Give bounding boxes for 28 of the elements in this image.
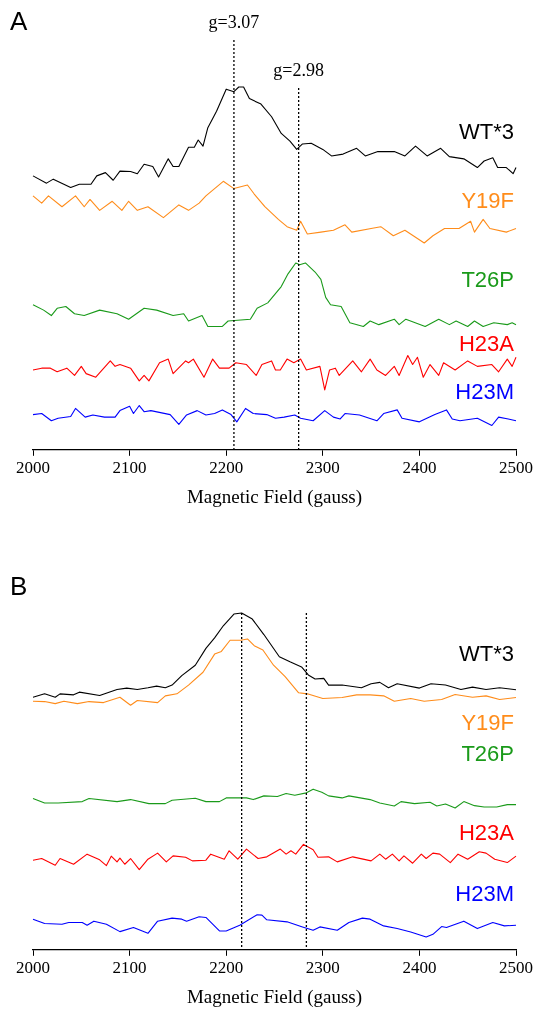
series-label: Y19F: [461, 709, 514, 735]
x-tick-label: 2100: [112, 958, 147, 978]
series-label: WT*3: [459, 640, 514, 666]
series-label: H23A: [458, 331, 515, 357]
series-label: Y19F: [461, 188, 514, 214]
x-tick-label: 2000: [16, 458, 50, 478]
series-label: WT*3: [459, 118, 514, 144]
x-tick-label: 2400: [402, 958, 437, 978]
x-tick-label: 2300: [305, 958, 340, 978]
x-tick-label: 2000: [16, 958, 50, 978]
x-tick-label: 2400: [402, 458, 437, 478]
x-tick-label: 2200: [209, 958, 244, 978]
chart-title: B: [10, 571, 28, 602]
x-tick-label: 2500: [499, 958, 533, 978]
x-tick-label: 2200: [209, 458, 244, 478]
series-label: H23M: [455, 379, 514, 405]
x-tick-label: 2100: [112, 458, 147, 478]
x-tick-label: 2300: [305, 458, 340, 478]
chart-title: A: [10, 6, 28, 37]
x-axis-title: Magnetic Field (gauss): [186, 485, 363, 508]
series-label: H23A: [458, 820, 515, 846]
series-label: H23M: [455, 880, 514, 906]
x-axis-title: Magnetic Field (gauss): [186, 985, 363, 1008]
series-label: T26P: [461, 741, 514, 767]
text: g=2.98: [273, 59, 324, 80]
x-tick-label: 2500: [499, 458, 533, 478]
series-label: T26P: [461, 266, 514, 292]
text: g=3.07: [208, 11, 260, 32]
